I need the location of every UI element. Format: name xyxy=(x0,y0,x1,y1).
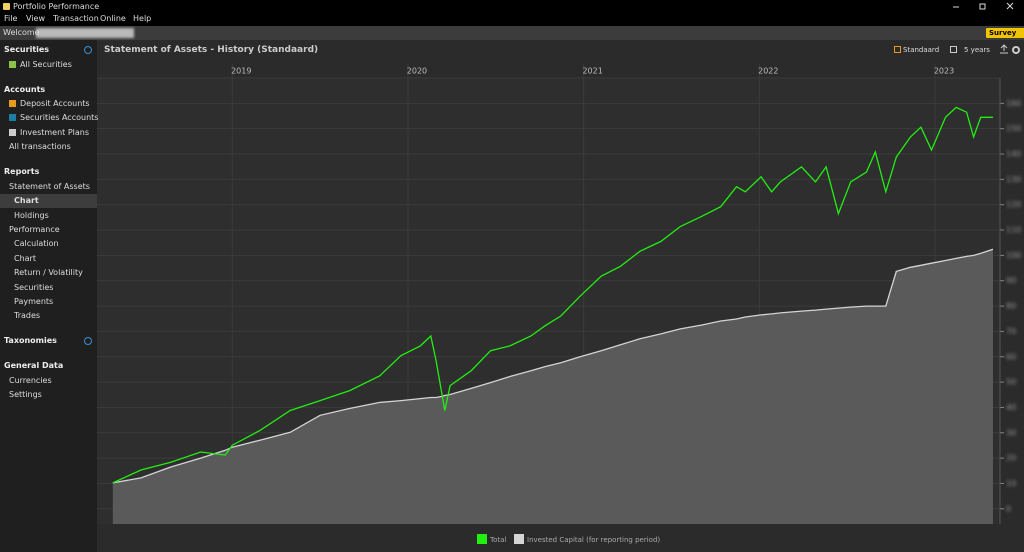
nav-item[interactable]: Investment Plans xyxy=(20,128,90,137)
item-icon xyxy=(9,61,16,68)
y-tick-label: 130 xyxy=(1006,175,1021,184)
section-header[interactable]: Reports xyxy=(4,167,40,176)
y-tick-label: 60 xyxy=(1006,352,1016,361)
y-tick-label: 10 xyxy=(1006,479,1016,488)
nav-item[interactable]: Chart xyxy=(14,254,36,263)
section-header[interactable]: Accounts xyxy=(4,85,46,94)
add-button[interactable] xyxy=(84,337,92,345)
nav-item[interactable]: Securities xyxy=(14,283,54,292)
nav-item[interactable]: Securities Accounts xyxy=(20,113,99,122)
nav-item[interactable]: Chart xyxy=(0,194,97,208)
nav-item[interactable]: Settings xyxy=(9,390,42,399)
y-tick-label: 30 xyxy=(1006,428,1016,437)
blurred-field xyxy=(36,28,134,38)
section-header[interactable]: General Data xyxy=(4,361,64,370)
window-controls[interactable] xyxy=(944,0,1024,13)
item-icon xyxy=(9,129,16,136)
y-tick-label: 100 xyxy=(1006,251,1021,260)
nav-item[interactable]: Holdings xyxy=(14,211,49,220)
survey-button[interactable]: Survey xyxy=(986,28,1024,38)
menu-item[interactable]: Transaction xyxy=(53,14,99,23)
menu-item[interactable]: Online xyxy=(100,14,126,23)
x-tick-label: 2022 xyxy=(758,67,778,76)
y-tick-label: 80 xyxy=(1006,302,1016,311)
nav-item[interactable]: Currencies xyxy=(9,376,52,385)
series-line xyxy=(112,248,994,484)
toolbar-icons[interactable] xyxy=(999,44,1023,56)
legend-label[interactable]: Invested Capital (for reporting period) xyxy=(527,536,661,544)
nav-item[interactable]: Performance xyxy=(9,225,60,234)
section-header[interactable]: Securities xyxy=(4,45,50,54)
menu-item[interactable]: File xyxy=(4,14,18,23)
x-tick-label: 2021 xyxy=(582,67,602,76)
view-title: Statement of Assets - History (Standaard… xyxy=(104,45,319,55)
welcome-tab[interactable]: Welcome xyxy=(3,28,40,37)
nav-item[interactable]: Trades xyxy=(14,311,41,320)
section-header[interactable]: Taxonomies xyxy=(4,336,57,345)
legend-label[interactable]: Total xyxy=(490,536,507,544)
nav-item[interactable]: Statement of Assets xyxy=(9,182,90,191)
add-button[interactable] xyxy=(84,46,92,54)
legend-swatch xyxy=(514,534,524,544)
legend: Total Invested Capital (for reporting per… xyxy=(0,532,1024,546)
y-tick-label: 40 xyxy=(1006,403,1016,412)
y-tick-label: 20 xyxy=(1006,454,1016,463)
item-icon xyxy=(9,100,16,107)
y-tick-label: 120 xyxy=(1006,200,1021,209)
nav-item[interactable]: Payments xyxy=(14,297,54,306)
app-icon xyxy=(3,3,10,10)
y-tick-label: 110 xyxy=(1006,226,1021,235)
nav-item[interactable]: Return / Volatility xyxy=(14,268,83,277)
y-tick-label: 50 xyxy=(1006,378,1016,387)
tool-bar: Welcome Survey xyxy=(0,26,1024,40)
menu-item[interactable]: Help xyxy=(133,14,152,23)
x-tick-label: 2023 xyxy=(934,67,954,76)
series-line xyxy=(112,106,993,484)
x-tick-label: 2019 xyxy=(231,67,251,76)
y-tick-label: 160 xyxy=(1006,99,1021,108)
window-title: Portfolio Performance xyxy=(13,2,100,11)
nav-item[interactable]: All Securities xyxy=(20,60,72,69)
preset-button[interactable]: Standaard xyxy=(903,46,940,54)
period-button[interactable]: 5 years xyxy=(964,46,990,54)
y-tick-label: 0 xyxy=(1006,504,1011,513)
menu-bar: File View Transaction Online Help xyxy=(0,13,1024,26)
item-icon xyxy=(9,114,16,121)
y-tick-label: 90 xyxy=(1006,276,1016,285)
sidebar: Securities All Securities Accounts Deposit … xyxy=(0,40,99,552)
area-fill xyxy=(112,249,994,525)
period-icon xyxy=(950,46,957,53)
nav-item[interactable]: Deposit Accounts xyxy=(20,99,90,108)
menu-item[interactable]: View xyxy=(26,14,45,23)
nav-item[interactable]: Calculation xyxy=(14,239,59,248)
y-tick-label: 140 xyxy=(1006,150,1021,159)
nav-item[interactable]: All transactions xyxy=(9,142,71,151)
y-tick-label: 150 xyxy=(1006,124,1021,133)
legend-swatch xyxy=(477,534,487,544)
preset-icon xyxy=(894,46,901,53)
y-tick-label: 70 xyxy=(1006,327,1016,336)
title-bar: Portfolio Performance xyxy=(0,0,1024,13)
x-tick-label: 2020 xyxy=(407,67,427,76)
